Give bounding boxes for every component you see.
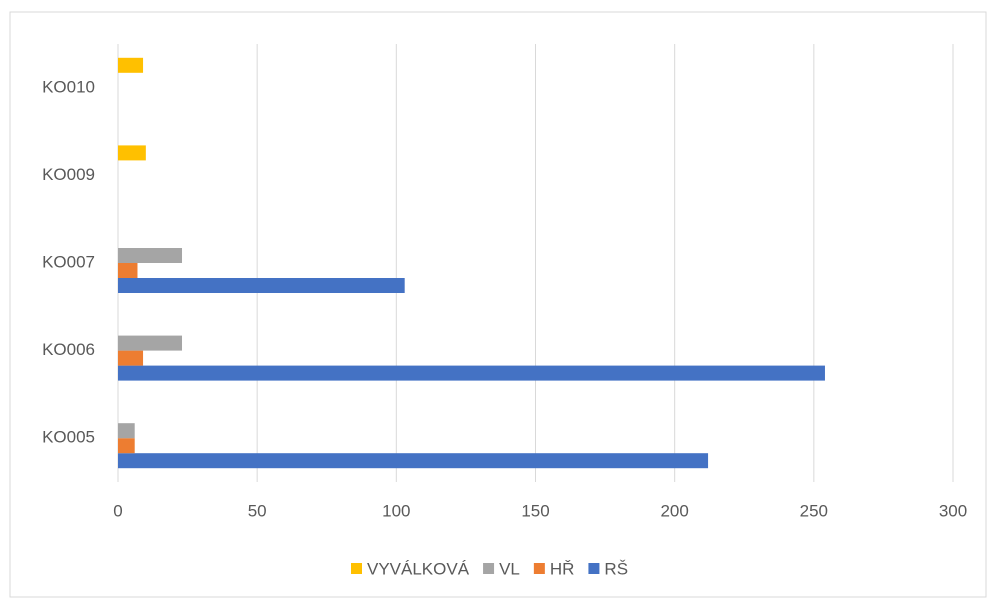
legend-swatch [588, 563, 600, 574]
x-tick-label: 250 [800, 501, 828, 520]
legend-swatch [533, 563, 545, 574]
y-tick-label: KO009 [42, 165, 95, 184]
y-tick-label: KO006 [42, 340, 95, 359]
x-tick-label: 200 [660, 501, 688, 520]
bar [118, 350, 144, 366]
bar [118, 365, 825, 381]
bar [118, 423, 135, 439]
x-tick-label: 50 [248, 501, 267, 520]
bar [118, 335, 183, 351]
bar [118, 453, 709, 469]
legend-label: VYVÁLKOVÁ [367, 559, 470, 578]
legend-label: RŠ [604, 559, 628, 578]
x-tick-label: 300 [939, 501, 967, 520]
x-tick-label: 100 [382, 501, 410, 520]
bar [118, 438, 135, 454]
legend-label: HŘ [550, 559, 575, 578]
y-tick-label: KO007 [42, 252, 95, 271]
x-tick-label: 150 [521, 501, 549, 520]
chart-border [9, 11, 987, 598]
legend-swatch [351, 563, 362, 574]
bar [118, 145, 146, 161]
bar [118, 57, 144, 73]
bar [118, 248, 183, 263]
x-tick-label: 0 [113, 501, 122, 520]
y-tick-label: KO005 [42, 428, 95, 447]
y-tick-label: KO010 [42, 77, 95, 96]
bar [118, 278, 405, 293]
legend-swatch [483, 563, 495, 574]
bar [118, 263, 138, 278]
legend-label: VL [499, 559, 520, 578]
